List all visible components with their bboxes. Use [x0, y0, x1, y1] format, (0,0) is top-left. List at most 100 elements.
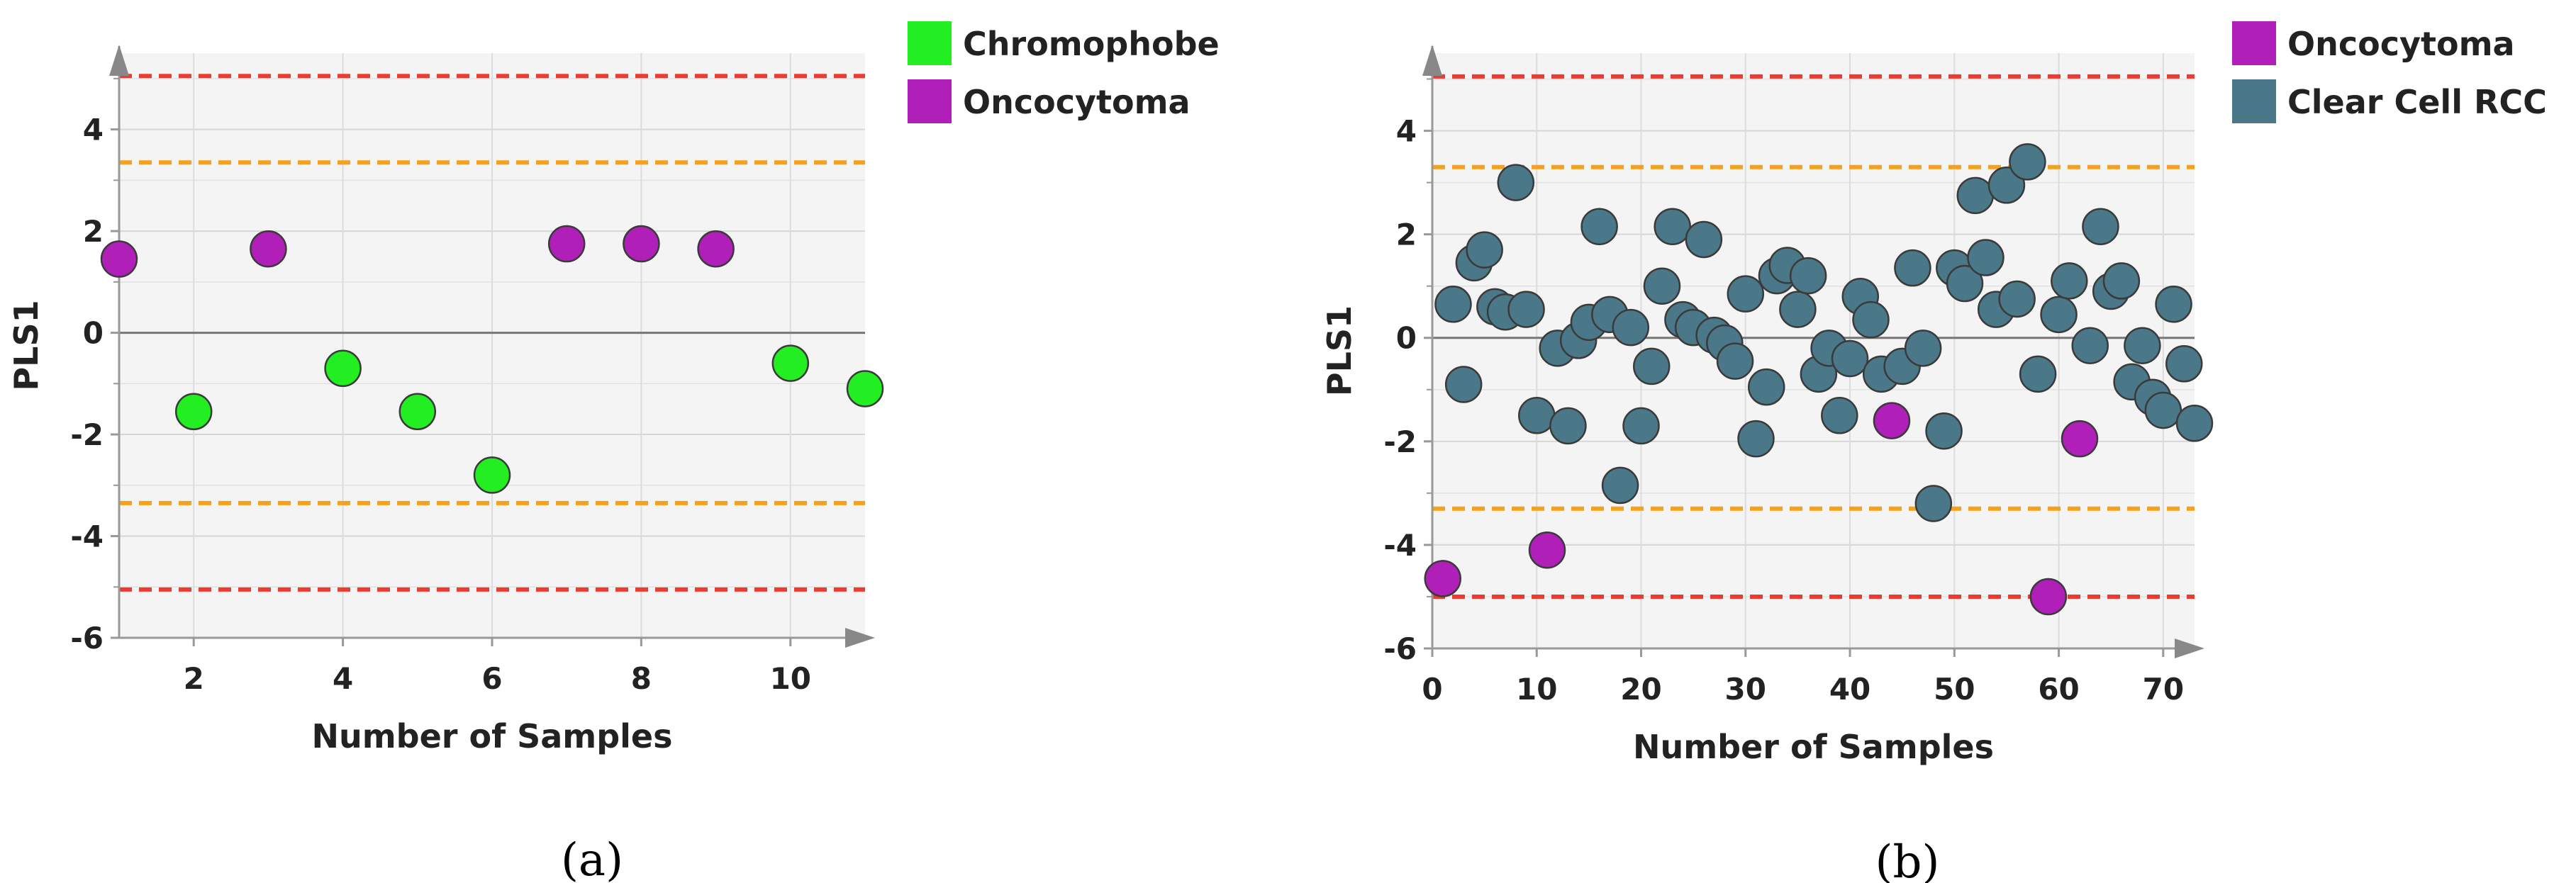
data-point: [1904, 330, 1942, 367]
y-tick-label: -6: [1383, 631, 1417, 666]
y-tick-label: 2: [1396, 218, 1417, 252]
x-axis-label: Number of Samples: [1633, 728, 1994, 766]
data-point: [2175, 405, 2214, 442]
y-tick-label: 2: [83, 214, 104, 249]
y-axis-label: PLS1: [1320, 305, 1359, 396]
data-point: [1821, 397, 1858, 434]
series-clear-cell-rcc: [1434, 143, 2214, 522]
y-tick-label: 0: [1396, 321, 1417, 356]
data-point: [2029, 578, 2068, 616]
data-point: [1925, 412, 1963, 450]
x-axis-arrow: [845, 628, 875, 648]
x-tick-label: 2: [184, 661, 204, 696]
data-point: [1956, 176, 1995, 215]
data-point: [1873, 402, 1911, 439]
x-tick-label: 10: [770, 661, 811, 696]
data-point: [1727, 275, 1765, 313]
x-tick-label: 40: [1829, 672, 1870, 707]
data-point: [1434, 286, 1472, 323]
data-point: [1518, 397, 1556, 434]
x-axis-label: Number of Samples: [311, 717, 672, 755]
legend-swatch: [908, 79, 952, 123]
x-axis-arrow: [2175, 639, 2204, 658]
data-point: [1737, 420, 1775, 458]
data-point: [2009, 143, 2046, 181]
x-tick-label: 50: [1934, 672, 1975, 707]
legend-label: Oncocytoma: [963, 83, 1191, 121]
y-tick-label: -2: [1383, 424, 1417, 459]
data-point: [1549, 407, 1587, 445]
x-tick-label: 30: [1725, 672, 1766, 707]
data-point: [1716, 342, 1754, 380]
legend-label: Chromophobe: [963, 25, 1220, 63]
data-point: [2144, 391, 2182, 429]
y-tick-label: -2: [70, 417, 104, 452]
data-point: [1779, 291, 1817, 328]
data-point: [2124, 327, 2161, 364]
y-tick-label: 0: [83, 316, 104, 351]
data-point: [1444, 366, 1483, 403]
y-tick-label: -6: [70, 621, 104, 656]
y-tick-label: -4: [70, 519, 104, 554]
x-tick-label: 20: [1620, 672, 1661, 707]
data-point: [473, 456, 511, 494]
data-point: [1894, 249, 1931, 287]
data-point: [1654, 208, 1691, 245]
data-point: [1987, 167, 2026, 204]
data-point: [1612, 308, 1650, 347]
panel-label: (a): [561, 834, 623, 883]
data-point: [771, 344, 810, 382]
legend-swatch: [2232, 79, 2276, 123]
data-point: [1852, 300, 1890, 339]
data-point: [398, 393, 437, 431]
data-point: [2051, 262, 2088, 300]
series-oncocytoma: [100, 225, 735, 278]
data-point: [100, 240, 138, 278]
x-tick-label: 0: [1422, 672, 1442, 707]
series-oncocytoma: [1424, 402, 2099, 616]
data-point: [1632, 347, 1671, 386]
data-point: [1643, 267, 1681, 305]
data-point: [2102, 262, 2141, 300]
data-point: [2165, 345, 2203, 383]
x-tick-label: 8: [631, 661, 652, 696]
data-point: [2082, 208, 2119, 245]
data-point: [2040, 296, 2078, 334]
y-axis-label: PLS1: [7, 300, 45, 390]
x-tick-label: 6: [481, 661, 502, 696]
x-tick-label: 70: [2143, 672, 2184, 707]
data-point: [697, 230, 735, 268]
data-point: [1946, 264, 1984, 303]
legend-swatch: [908, 21, 952, 65]
data-point: [1685, 220, 1723, 259]
data-point: [846, 370, 884, 407]
data-point: [2155, 286, 2192, 323]
data-point: [2071, 327, 2109, 364]
panel-label: (b): [1875, 836, 1940, 883]
data-point: [1497, 164, 1535, 201]
data-point: [2061, 420, 2099, 458]
data-point: [1466, 231, 1503, 269]
legend-label: Oncocytoma: [2287, 25, 2515, 63]
data-point: [1424, 560, 1461, 597]
data-point: [1507, 291, 1545, 328]
data-point: [1789, 257, 1827, 295]
data-point: [174, 393, 213, 431]
data-point: [1622, 407, 1660, 445]
data-point: [324, 349, 362, 388]
y-axis-arrow: [1422, 45, 1442, 76]
data-point: [547, 225, 586, 263]
chart-a: -6 -4 -2 0 2 4 2 4 6 8 10 Number of Samples PLS1 Chro…: [7, 21, 1220, 883]
x-tick-label: 60: [2038, 672, 2079, 707]
data-point: [2019, 355, 2057, 393]
y-axis-arrow: [109, 45, 129, 76]
x-tick-label: 4: [333, 661, 353, 696]
y-tick-label: 4: [1396, 114, 1417, 149]
data-point: [1998, 280, 2036, 318]
data-point: [1914, 485, 1953, 522]
legend-label: Clear Cell RCC: [2287, 83, 2547, 121]
data-point: [1601, 466, 1639, 505]
data-point: [250, 230, 287, 268]
